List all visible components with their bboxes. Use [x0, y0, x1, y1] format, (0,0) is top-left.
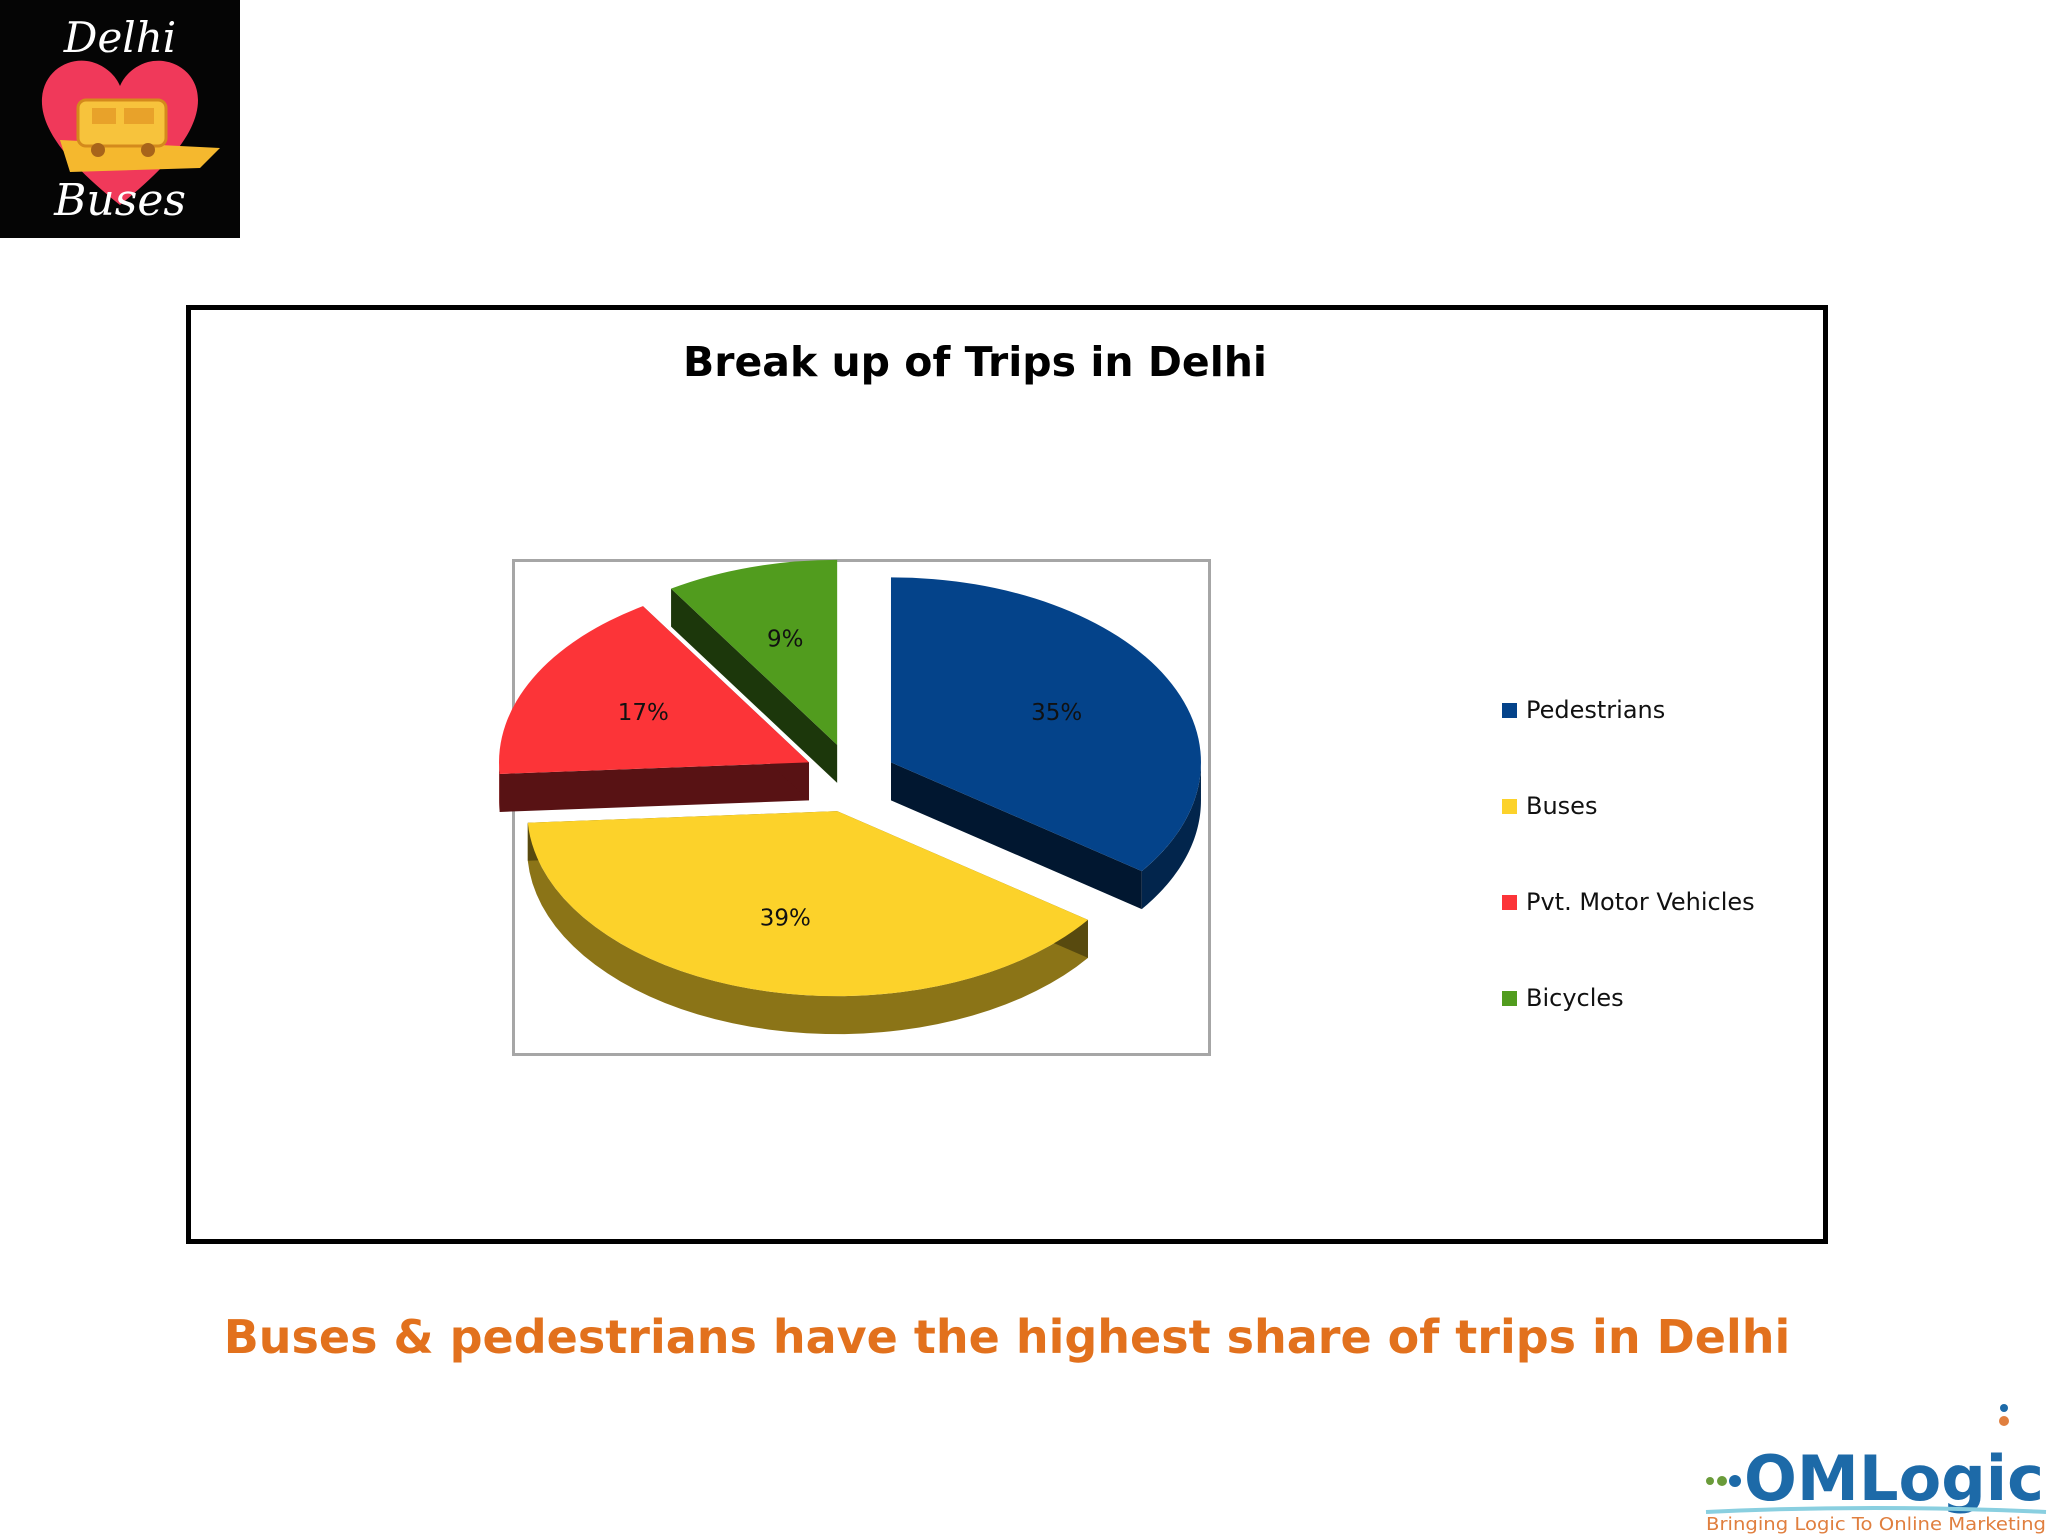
legend-label: Pedestrians: [1526, 696, 1666, 724]
delhi-buses-logo: Delhi Buses: [0, 0, 240, 238]
legend-label: Pvt. Motor Vehicles: [1526, 888, 1755, 916]
brand-tagline: Bringing Logic To Online Marketing: [1706, 1514, 2046, 1535]
logo-line1: Delhi: [63, 13, 176, 62]
heart-bus-icon: Delhi Buses: [41, 13, 220, 226]
dots-icon: [1706, 1477, 1714, 1485]
legend-label: Bicycles: [1526, 984, 1624, 1012]
legend-item: Bicycles: [1502, 978, 1624, 1018]
legend-swatch: [1502, 798, 1517, 814]
chart-title: Break up of Trips in Delhi: [683, 338, 1267, 386]
legend-swatch: [1502, 894, 1517, 910]
legend-item: Buses: [1502, 786, 1597, 826]
legend-swatch: [1502, 702, 1517, 718]
legend-label: Buses: [1526, 792, 1598, 820]
plot-area: [512, 559, 1211, 1056]
brand-name: OMLogic: [1744, 1442, 2044, 1515]
logo-line2: Buses: [53, 175, 186, 226]
legend-swatch: [1502, 990, 1517, 1006]
legend-item: Pedestrians: [1502, 690, 1665, 730]
legend-item: Pvt. Motor Vehicles: [1502, 882, 1755, 922]
dot-icon: [2000, 1404, 2008, 1412]
slide-caption: Buses & pedestrians have the highest sha…: [223, 1310, 1791, 1364]
omlogic-logo: OMLogic Bringing Logic To Online Marketi…: [1702, 1400, 2048, 1536]
